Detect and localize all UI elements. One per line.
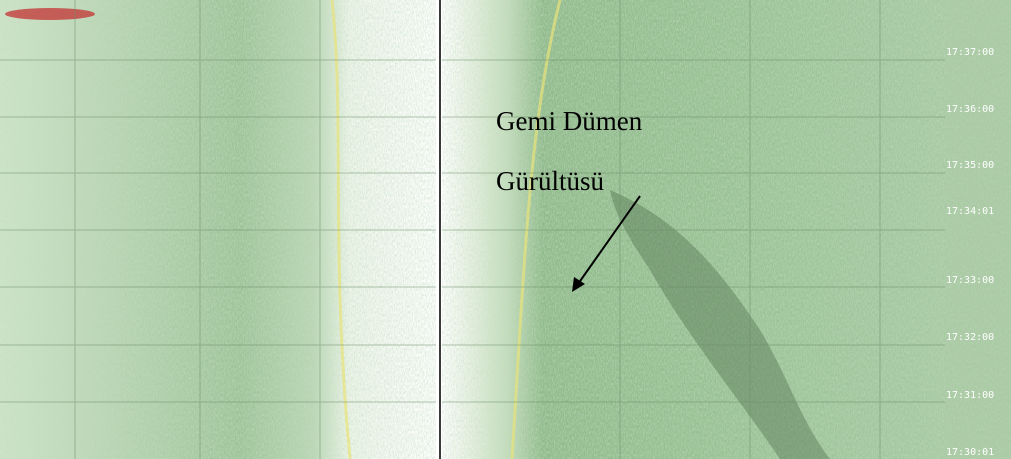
right-panel — [442, 0, 1011, 459]
annotation-line: Gemi Dümen — [496, 106, 643, 136]
timestamp: 17:30:01 — [946, 447, 994, 458]
timestamp: 17:36:00 — [946, 104, 994, 115]
timestamp: 17:32:00 — [946, 332, 994, 343]
divider — [439, 0, 441, 459]
timestamp: 17:37:00 — [946, 47, 994, 58]
sonar-screen: 17:37:00 17:36:00 17:35:00 17:34:01 17:33:00… — [0, 0, 1011, 459]
timestamp: 17:31:00 — [946, 390, 994, 401]
timestamp: 17:33:00 — [946, 275, 994, 286]
annotation-line: Gürültüsü — [496, 166, 605, 196]
left-panel — [0, 0, 436, 459]
timestamp: 17:35:00 — [946, 160, 994, 171]
timestamp: 17:34:01 — [946, 206, 994, 217]
